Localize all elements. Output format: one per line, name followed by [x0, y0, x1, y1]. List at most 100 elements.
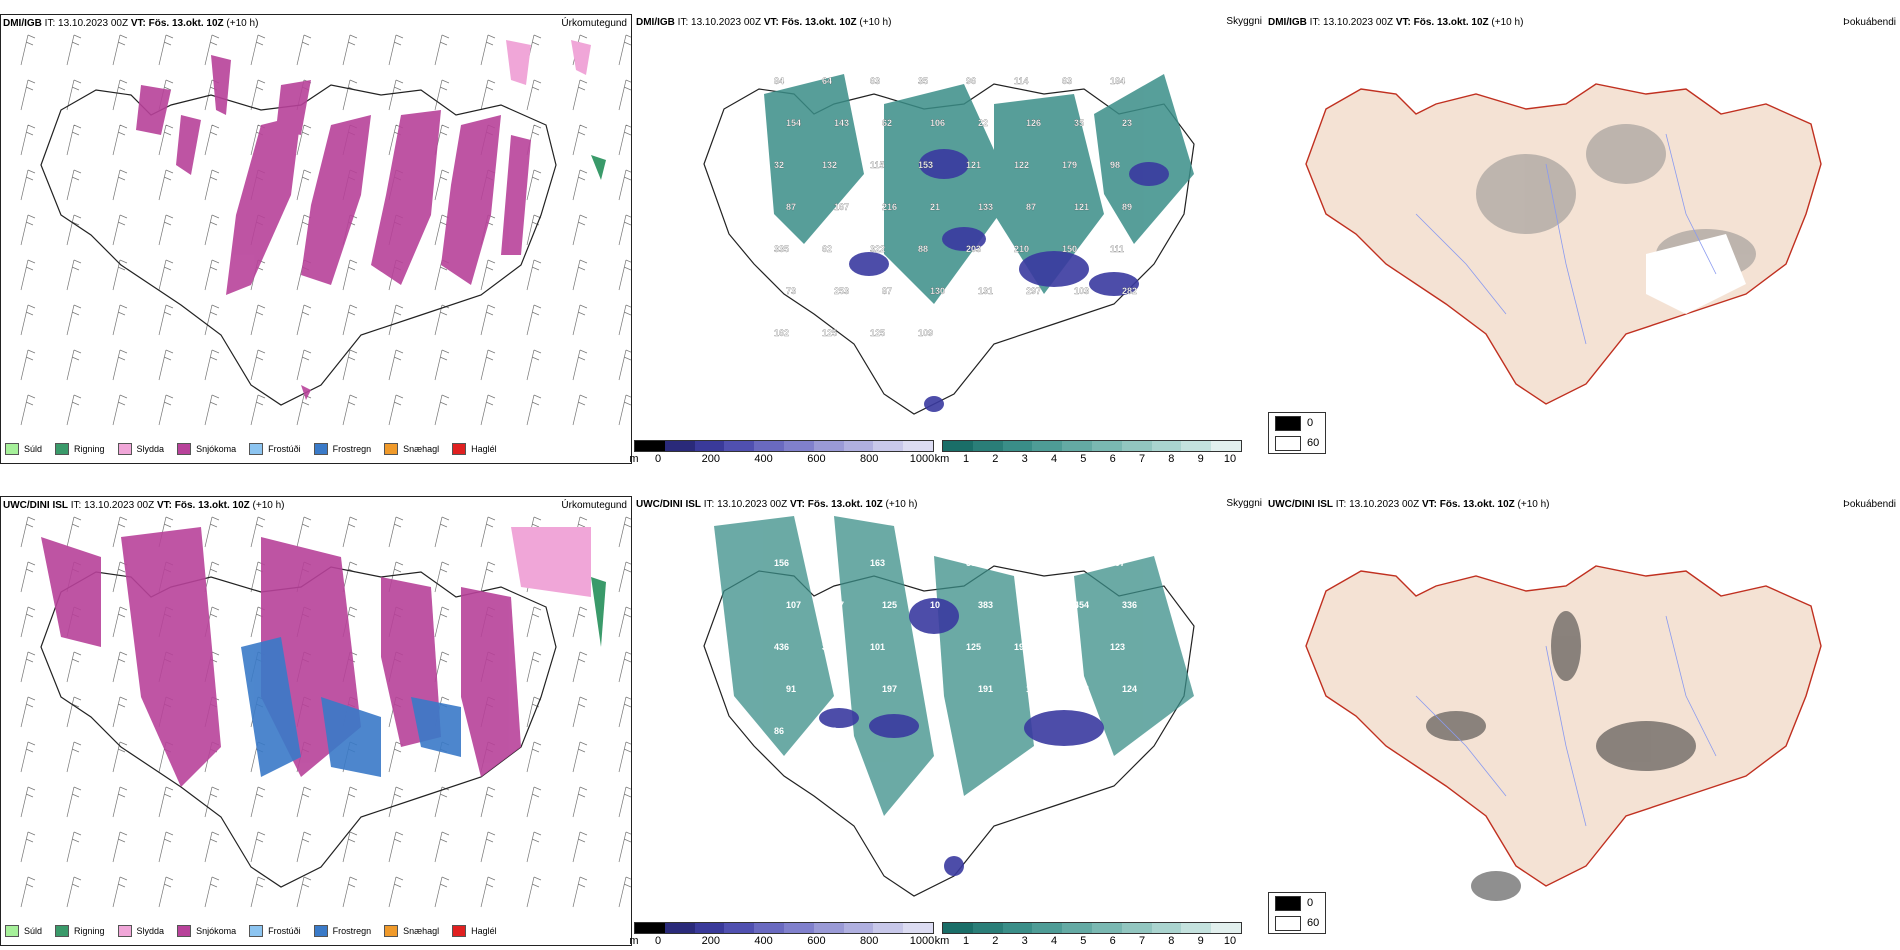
- fog-index-map-uwc: UWC/DINI ISL IT: 13.10.2023 00Z VT: Fös.…: [1266, 496, 1900, 946]
- visibility-value-label: 216: [882, 202, 897, 212]
- visibility-value-label: 128: [822, 726, 837, 736]
- scale-swatch: [1121, 923, 1152, 933]
- map-header: UWC/DINI ISL IT: 13.10.2023 00Z VT: Fös.…: [1268, 499, 1550, 510]
- precip-map-canvas: [20, 516, 631, 908]
- visibility-labels: 84 64 63 35 96 114 63 184 154 143 62 106 22 126 35 23 32…: [774, 76, 1137, 338]
- visibility-value-label: 315: [822, 642, 837, 652]
- map-header: DMI/IGB IT: 13.10.2023 00Z VT: Fös. 13.o…: [3, 18, 259, 29]
- visibility-value-label: 179: [1062, 160, 1077, 170]
- scale-tick-label: 2: [992, 453, 999, 465]
- visibility-value-label: 55: [966, 558, 976, 568]
- scale-swatch: [783, 441, 814, 451]
- scale-swatch: [1091, 923, 1122, 933]
- scale-swatch: [972, 923, 1003, 933]
- fog-map-canvas: [1305, 565, 1822, 901]
- visibility-map-canvas: 156 147 163 366 55 34 156 397 107 97 125 10 383 80 454…: [703, 516, 1195, 897]
- precip-type-map-dmi: DMI/IGB IT: 13.10.2023 00Z VT: Fös. 13.o…: [0, 14, 632, 464]
- scale-tick-label: 800: [860, 935, 879, 947]
- scale-tick-label: 1: [962, 935, 970, 947]
- scale-tick-label: 1: [962, 453, 970, 465]
- scale-swatch: [1032, 923, 1063, 933]
- visibility-value-label: 22: [978, 118, 988, 128]
- visibility-map-canvas: 84 64 63 35 96 114 63 184 154 143 62 106 22 126 35 23 32…: [703, 74, 1195, 415]
- scale-tick-label: 1000: [909, 935, 935, 947]
- visibility-value-label: 203: [966, 244, 981, 254]
- map-title: Skyggni: [1226, 498, 1262, 509]
- visibility-value-label: 97: [834, 600, 844, 610]
- visibility-value-label: 86: [774, 726, 784, 736]
- scale-tick-label: 6: [1109, 935, 1116, 947]
- visibility-value-label: 21: [930, 202, 940, 212]
- visibility-value-label: 124: [1122, 684, 1137, 694]
- visibility-value-label: 126: [1026, 118, 1041, 128]
- scale-tick-label: 2: [992, 935, 999, 947]
- map-title: Úrkomutegund: [561, 18, 627, 29]
- legend-item: Snjókoma: [177, 443, 236, 455]
- visibility-value-label: 63: [870, 76, 880, 86]
- scale-swatch: [724, 923, 755, 933]
- visibility-value-label: 156: [774, 558, 789, 568]
- scale-swatch: [694, 923, 725, 933]
- legend-item: Frostregn: [313, 925, 371, 937]
- visibility-value-label: 397: [1110, 558, 1125, 568]
- map-title: Úrkomutegund: [561, 500, 627, 511]
- scale-unit: km: [934, 453, 950, 465]
- visibility-value-label: 366: [918, 558, 933, 568]
- cloud-base-scale: m 0 200 400 600 800 1000: [629, 440, 934, 465]
- visibility-value-label: 51: [930, 684, 940, 694]
- visibility-value-label: 32: [774, 160, 784, 170]
- scale-tick-label: 4: [1050, 935, 1058, 947]
- visibility-value-label: 64: [822, 76, 832, 86]
- scale-swatch: [754, 923, 784, 933]
- scale-tick-label: 9: [1197, 935, 1204, 947]
- scale-tick-label: 7: [1138, 453, 1146, 465]
- visibility-value-label: 150: [1062, 244, 1077, 254]
- fog-scale: 0 60: [1268, 412, 1326, 454]
- visibility-scale: km 1 2 3 4 5 6 7 8 9 10: [935, 922, 1242, 947]
- visibility-map-uwc: UWC/DINI ISL IT: 13.10.2023 00Z VT: Fös.…: [629, 496, 1264, 947]
- visibility-value-label: 297: [1026, 286, 1041, 296]
- scale-tick-label: 0: [654, 935, 662, 947]
- visibility-value-label: 123: [1110, 642, 1125, 652]
- scale-swatch: [754, 441, 784, 451]
- scale-tick-label: 10: [1223, 453, 1237, 465]
- scale-tick-label: 5: [1080, 935, 1087, 947]
- visibility-value-label: 322: [870, 244, 885, 254]
- legend-item: Snæhagl: [384, 443, 439, 455]
- scale-tick-label: 4: [1050, 453, 1058, 465]
- visibility-value-label: 35: [918, 76, 928, 86]
- visibility-value-label: 73: [786, 286, 796, 296]
- visibility-value-label: 125: [966, 642, 981, 652]
- map-header: DMI/IGB IT: 13.10.2023 00Z VT: Fös. 13.o…: [636, 17, 892, 28]
- visibility-value-label: 197: [882, 684, 897, 694]
- map-header: UWC/DINI ISL IT: 13.10.2023 00Z VT: Fös.…: [636, 499, 918, 510]
- visibility-value-label: 130: [930, 286, 945, 296]
- visibility-value-label: 103: [918, 642, 933, 652]
- scale-tick-label: 9: [1197, 453, 1204, 465]
- visibility-value-label: 122: [1014, 160, 1029, 170]
- scale-tick-label: 3: [1021, 935, 1028, 947]
- scale-swatch: [724, 441, 755, 451]
- visibility-value-label: 63: [1062, 76, 1072, 86]
- visibility-value-label: 114: [1014, 76, 1029, 86]
- scale-tick-label: 10: [1223, 935, 1237, 947]
- scale-swatch: [635, 441, 665, 451]
- fog-map-canvas: [1305, 83, 1822, 405]
- visibility-value-label: 98: [1110, 160, 1120, 170]
- visibility-value-label: 125: [822, 328, 837, 338]
- visibility-value-label: 106: [930, 118, 945, 128]
- scale-swatch: [1211, 441, 1241, 451]
- scale-swatch: [903, 441, 933, 451]
- scale-swatch: [1062, 923, 1092, 933]
- visibility-value-label: 115: [870, 160, 885, 170]
- precip-map-canvas: [20, 34, 631, 426]
- scale-swatch: [843, 923, 874, 933]
- scale-tick-label: 0: [654, 453, 662, 465]
- scale-swatch: [1002, 923, 1033, 933]
- visibility-value-label: 80: [1026, 600, 1036, 610]
- visibility-value-label: 133: [978, 202, 993, 212]
- scale-tick-label: 8: [1168, 453, 1175, 465]
- scale-tick-label: 400: [754, 935, 773, 947]
- visibility-value-label: 62: [822, 244, 832, 254]
- visibility-value-label: 383: [978, 600, 993, 610]
